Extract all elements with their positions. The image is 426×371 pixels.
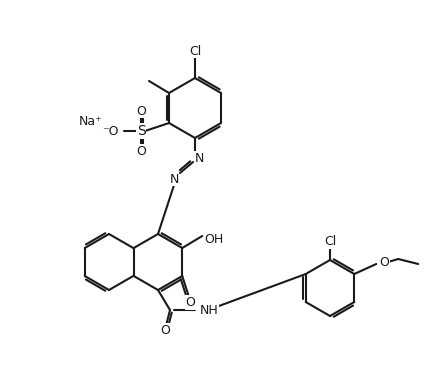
Text: N: N <box>169 173 178 186</box>
Text: S: S <box>137 124 145 138</box>
Text: Cl: Cl <box>189 45 201 58</box>
Text: NH: NH <box>200 303 219 316</box>
Text: O: O <box>136 144 146 158</box>
Text: ⁻O: ⁻O <box>103 125 119 138</box>
Text: N: N <box>194 151 204 164</box>
Text: O: O <box>136 105 146 118</box>
Text: O: O <box>379 256 389 269</box>
Text: OH: OH <box>204 233 224 246</box>
Text: Na⁺: Na⁺ <box>79 115 103 128</box>
Text: O: O <box>160 324 170 337</box>
Text: Cl: Cl <box>324 235 336 248</box>
Text: O: O <box>185 296 195 309</box>
